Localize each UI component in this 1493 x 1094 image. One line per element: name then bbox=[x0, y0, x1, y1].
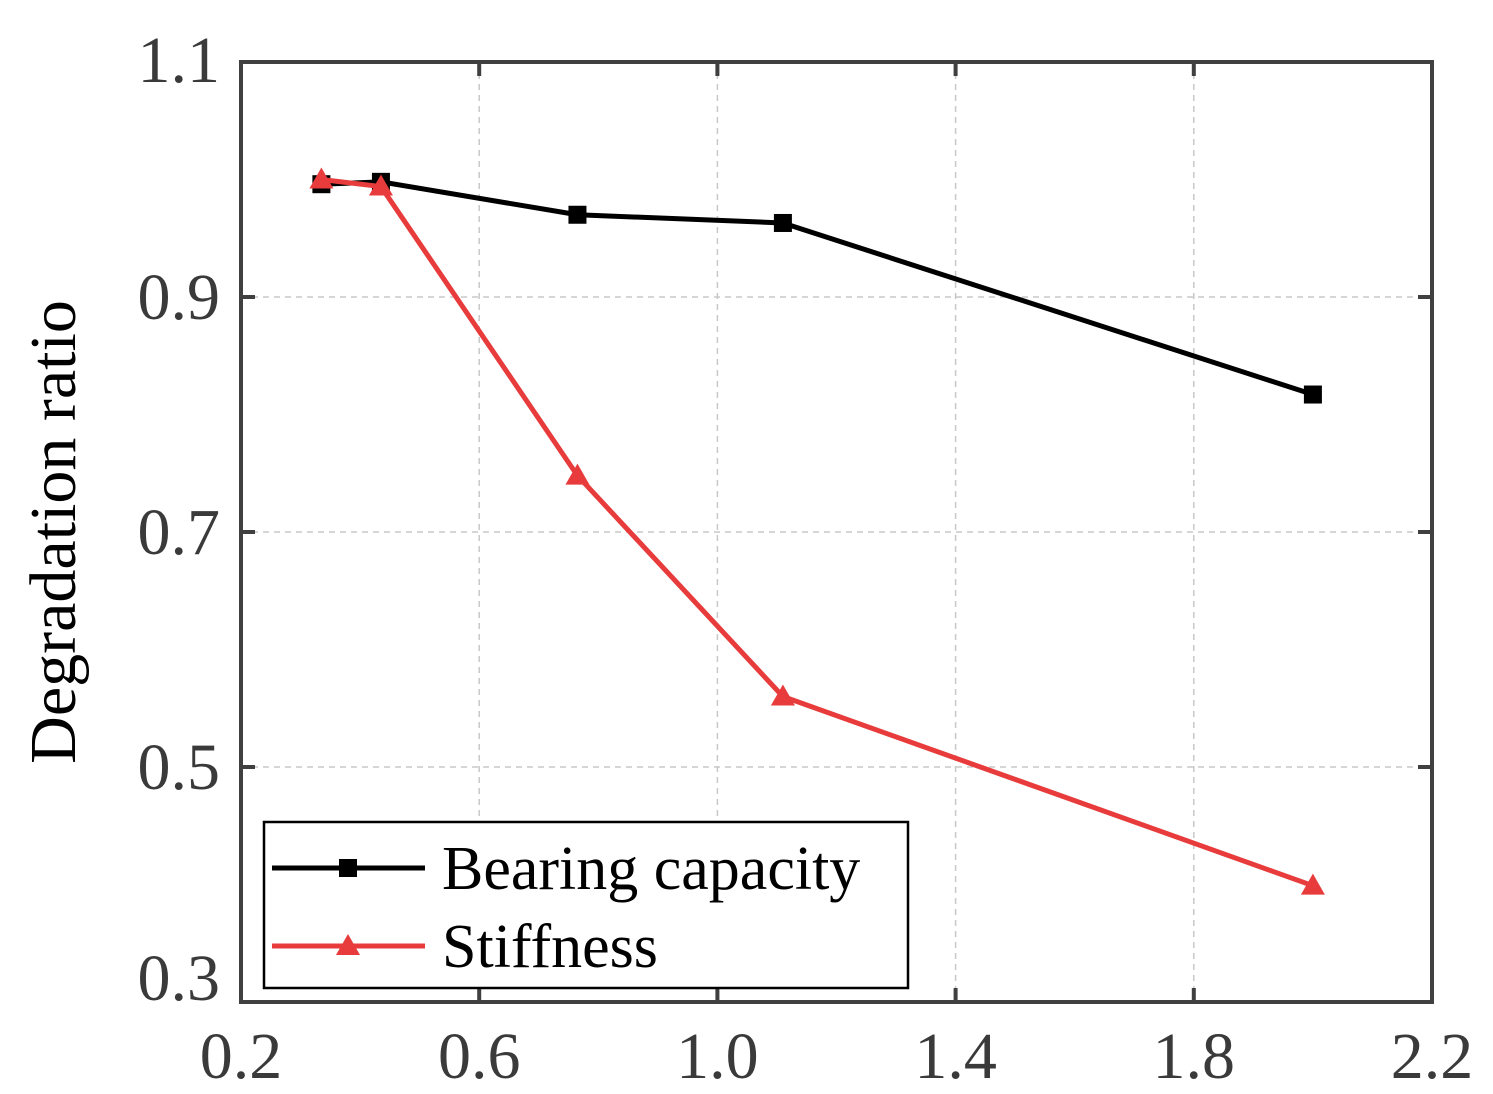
y-axis-title: Degradation ratio bbox=[17, 300, 90, 764]
x-tick-label: 0.2 bbox=[200, 1020, 283, 1093]
legend-marker bbox=[339, 859, 357, 877]
data-point bbox=[770, 684, 795, 706]
data-point bbox=[568, 205, 587, 224]
data-point bbox=[565, 463, 590, 485]
data-point bbox=[1300, 873, 1325, 895]
x-tick-label: 1.8 bbox=[1153, 1020, 1236, 1093]
axis-ticks bbox=[239, 60, 1434, 1004]
axis-labels: 0.2 0.6 1.0 1.4 1.8 2.2 0.3 0.5 0.7 0.9 1.1 bbox=[138, 24, 1474, 1093]
x-tick-label: 1.4 bbox=[914, 1020, 997, 1093]
legend-box bbox=[262, 820, 910, 990]
plot-series bbox=[309, 167, 1325, 895]
legend-label: Stiffness bbox=[442, 913, 658, 981]
data-point bbox=[1303, 385, 1322, 404]
series-stiffness bbox=[309, 167, 1325, 895]
y-tick-label: 0.3 bbox=[138, 942, 221, 1015]
x-tick-label: 2.2 bbox=[1391, 1020, 1474, 1093]
y-tick-label: 1.1 bbox=[138, 24, 221, 97]
data-point bbox=[368, 174, 393, 196]
y-tick-label: 0.9 bbox=[138, 261, 221, 334]
y-tick-label: 0.5 bbox=[138, 731, 221, 804]
data-point bbox=[309, 167, 334, 189]
legend-marker bbox=[336, 934, 360, 955]
x-tick-label: 1.0 bbox=[676, 1020, 759, 1093]
legend-label: Bearing capacity bbox=[442, 835, 860, 903]
legend: Bearing capacity Stiffness bbox=[262, 820, 910, 990]
data-point bbox=[773, 213, 792, 232]
y-tick-label: 0.7 bbox=[138, 496, 221, 569]
x-tick-label: 0.6 bbox=[438, 1020, 521, 1093]
